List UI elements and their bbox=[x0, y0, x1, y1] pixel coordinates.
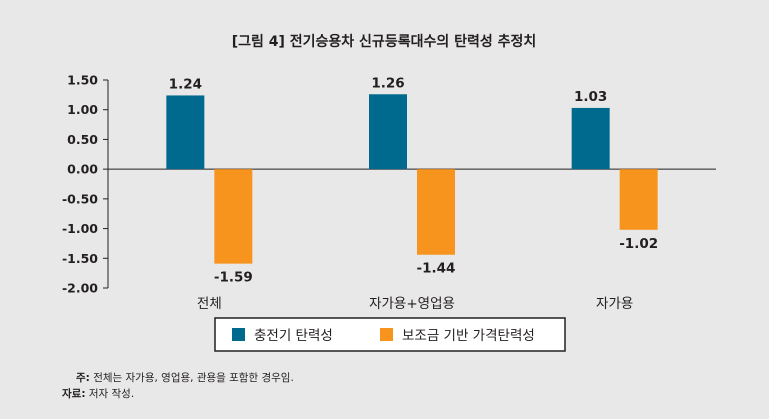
source-text: 저자 작성. bbox=[86, 388, 135, 400]
note-label: 주: bbox=[76, 372, 90, 384]
bars-group bbox=[166, 94, 658, 264]
labels-group: 1.24 -1.59 전체 1.26 -1.44 자가용+영업용 1.03 -1.02 자가용 bbox=[169, 75, 658, 312]
bar-subsidy-price-elasticity bbox=[214, 169, 253, 264]
legend-swatch-subsidy bbox=[380, 328, 393, 341]
data-label: -1.59 bbox=[214, 270, 253, 286]
x-category-label: 전체 bbox=[197, 296, 222, 312]
legend-label-subsidy: 보조금 기반 가격탄력성 bbox=[402, 328, 535, 344]
source-label: 자료: bbox=[62, 387, 86, 400]
y-tick-label: 0.50 bbox=[67, 132, 98, 147]
data-label: -1.44 bbox=[417, 261, 456, 277]
x-category-label: 자가용+영업용 bbox=[369, 296, 455, 312]
bar-subsidy-price-elasticity bbox=[619, 169, 658, 230]
legend: 충전기 탄력성 보조금 기반 가격탄력성 bbox=[214, 317, 566, 352]
bar-subsidy-price-elasticity bbox=[417, 169, 455, 255]
axis-group: 1.50 1.00 0.50 0.00 -0.50 -1.00 -1.50 -2.00 bbox=[62, 73, 716, 296]
note-line: 주: 전체는 자가용, 영업용, 관용을 포함한 경우임. bbox=[76, 371, 294, 384]
legend-label-charger: 충전기 탄력성 bbox=[254, 328, 333, 344]
data-label: -1.02 bbox=[619, 236, 658, 252]
source-line: 자료: 저자 작성. bbox=[62, 387, 134, 400]
y-tick-label: -1.50 bbox=[62, 251, 98, 266]
bar-charger-elasticity bbox=[166, 95, 205, 170]
y-tick-label: 1.50 bbox=[67, 73, 98, 88]
y-tick-label: 1.00 bbox=[67, 102, 98, 117]
data-label: 1.03 bbox=[574, 89, 607, 105]
bar-charger-elasticity bbox=[571, 107, 610, 170]
bar-charger-elasticity bbox=[369, 94, 407, 170]
y-tick-label: -2.00 bbox=[62, 281, 98, 296]
x-category-label: 자가용 bbox=[596, 296, 633, 312]
y-tick-label: -1.00 bbox=[62, 221, 98, 236]
y-tick-label: -0.50 bbox=[62, 191, 98, 206]
note-text: 전체는 자가용, 영업용, 관용을 포함한 경우임. bbox=[90, 371, 294, 384]
chart-title: [그림 4] 전기승용차 신규등록대수의 탄력성 추정치 bbox=[232, 33, 537, 50]
data-label: 1.26 bbox=[371, 75, 404, 91]
data-label: 1.24 bbox=[169, 76, 202, 92]
legend-swatch-charger bbox=[232, 328, 245, 341]
y-tick-label: 0.00 bbox=[67, 162, 98, 177]
